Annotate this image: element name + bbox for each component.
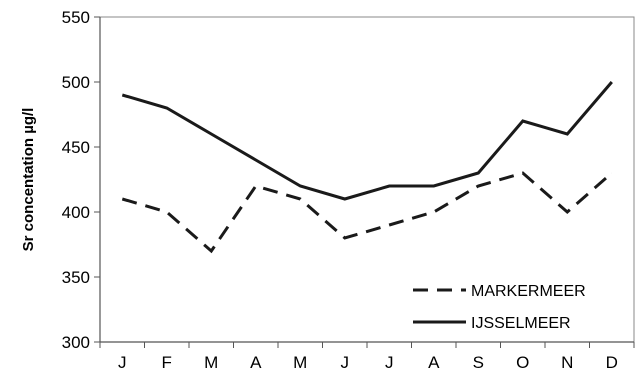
y-tick-label: 550 xyxy=(62,8,90,27)
legend-label-markermeer: MARKERMEER xyxy=(471,283,586,300)
y-axis-title: Sr concentation µg/l xyxy=(20,108,37,252)
y-axis-title-group: Sr concentation µg/l xyxy=(20,108,37,252)
x-tick-label: F xyxy=(162,353,172,372)
axes xyxy=(94,16,635,348)
x-tick-label: J xyxy=(385,353,394,372)
y-tick-labels: 300 350 400 450 500 550 xyxy=(62,8,90,352)
x-tick-label: A xyxy=(250,353,262,372)
y-tick-label: 450 xyxy=(62,138,90,157)
x-tick-label: D xyxy=(606,353,618,372)
legend-label-ijsselmeer: IJSSELMEER xyxy=(471,315,571,332)
x-tick-label: M xyxy=(204,353,218,372)
x-tick-label: J xyxy=(341,353,350,372)
y-tick-label: 300 xyxy=(62,333,90,352)
x-tick-label: J xyxy=(118,353,127,372)
x-tick-label: N xyxy=(561,353,573,372)
legend: MARKERMEER IJSSELMEER xyxy=(413,283,586,332)
series-lines xyxy=(121,81,613,254)
y-tick-label: 350 xyxy=(62,268,90,287)
y-tick-label: 400 xyxy=(62,203,90,222)
x-tick-label: A xyxy=(428,353,440,372)
x-tick-label: M xyxy=(293,353,307,372)
x-tick-label: O xyxy=(516,353,529,372)
x-tick-label: S xyxy=(473,353,484,372)
y-tick-label: 500 xyxy=(62,73,90,92)
series-line-ijsselmeer xyxy=(121,81,613,201)
series-line-markermeer xyxy=(121,171,613,254)
